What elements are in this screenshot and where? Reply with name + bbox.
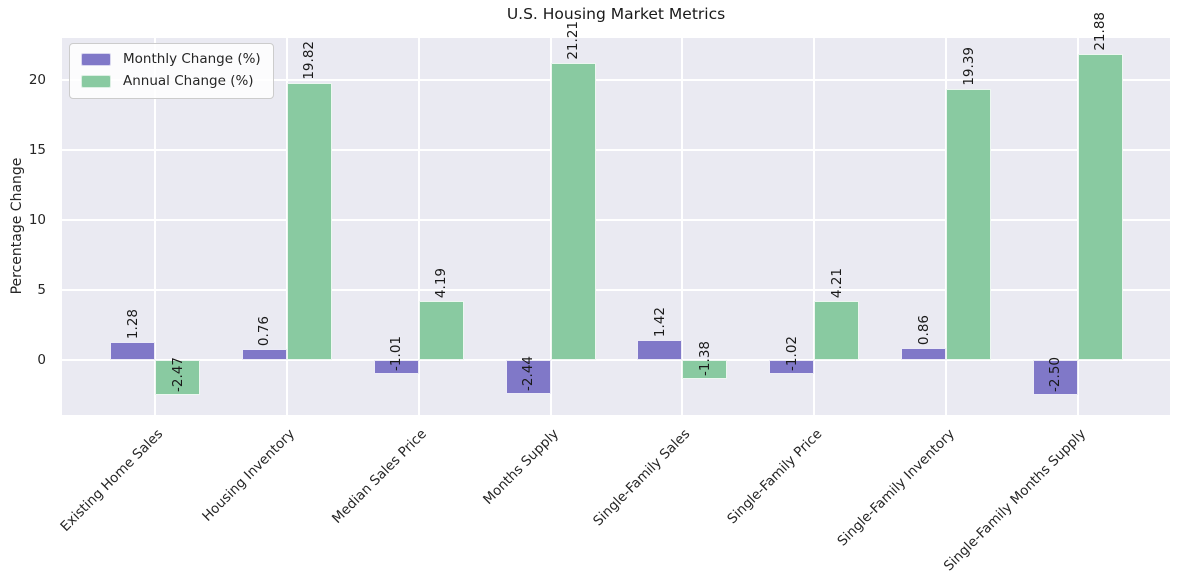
bar-monthly-6 [901,347,947,360]
x-tick-label-7: Single-Family Months Supply [940,426,1090,575]
legend-label-annual: Annual Change (%) [123,73,254,89]
legend-label-monthly: Monthly Change (%) [123,51,261,67]
gridline-y-5 [62,288,1170,291]
bar-value-label: 1.42 [651,307,668,338]
y-tick-label-0: 0 [37,351,46,368]
legend-swatch-annual-icon [81,75,111,88]
legend-item-monthly: Monthly Change (%) [81,51,261,68]
bar-monthly-1 [241,349,287,360]
bar-monthly-4 [637,340,683,360]
bar-annual-4 [682,359,728,380]
y-axis-label: Percentage Change [9,157,25,295]
bar-monthly-7 [1032,359,1078,395]
bar-value-label: 19.39 [960,46,977,86]
y-tick-label-5: 5 [37,281,46,298]
bar-value-label: 4.21 [828,267,845,299]
bar-monthly-2 [373,359,419,375]
y-tick-label-20: 20 [28,71,46,88]
gridline-x-4 [681,38,684,415]
bar-value-label: -1.02 [783,336,800,372]
x-tick-label-6: Single-Family Inventory [834,426,958,550]
y-tick-label-10: 10 [28,211,46,228]
legend-item-annual: Annual Change (%) [81,73,261,90]
bar-annual-0 [155,359,200,395]
bar-value-label: -1.38 [696,341,713,377]
bar-annual-7 [1077,53,1123,360]
gridline-x-2 [417,38,420,415]
gridline-y-10 [62,218,1170,221]
gridline-y-15 [62,148,1170,151]
bar-value-label: 4.19 [433,268,450,299]
x-tick-label-3: Months Supply [480,426,562,508]
x-tick-label-5: Single-Family Price [724,426,826,528]
bar-value-label: -2.44 [520,356,537,392]
x-tick-label-1: Housing Inventory [199,426,299,525]
bar-monthly-3 [505,359,551,395]
bar-value-label: 0.86 [915,314,932,345]
bar-monthly-5 [769,359,815,375]
legend: Monthly Change (%) Annual Change (%) [69,43,274,99]
bar-value-label: 1.28 [124,309,141,340]
x-tick-label-0: Existing Home Sales [57,426,167,535]
bar-value-label: 19.82 [301,40,318,80]
chart-title: U.S. Housing Market Metrics [506,5,726,23]
bar-value-label: -2.50 [1047,357,1064,392]
bar-value-label: 0.76 [256,316,273,347]
plot-area: Monthly Change (%) Annual Change (%) 1.2… [62,12,1170,415]
bar-annual-3 [550,63,596,360]
bar-value-label: -1.01 [388,336,405,372]
bar-value-label: 21.88 [1092,12,1109,51]
bar-value-label: 21.21 [565,21,582,61]
bar-annual-1 [286,82,332,360]
gridline-x-0 [154,38,156,415]
bar-annual-6 [946,88,992,360]
gridline-x-5 [813,38,816,415]
bar-value-label: -2.47 [169,356,186,392]
bar-annual-5 [814,301,860,360]
x-tick-label-2: Median Sales Price [329,426,431,527]
gridline-y-0 [62,358,1170,361]
y-tick-label-15: 15 [28,141,46,158]
bar-monthly-0 [110,342,155,360]
bar-annual-2 [418,301,464,360]
x-tick-label-4: Single-Family Sales [590,426,694,530]
gridline-y-20 [62,78,1170,81]
legend-swatch-monthly-icon [81,53,111,66]
